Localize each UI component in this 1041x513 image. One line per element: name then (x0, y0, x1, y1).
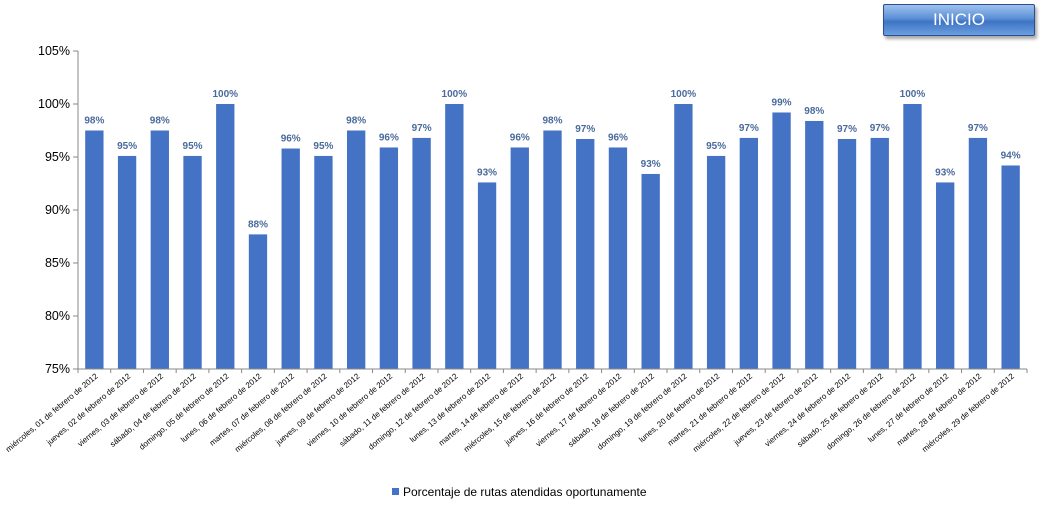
bar (837, 138, 857, 369)
x-axis: miércoles, 01 de febrero de 2012jueves, … (4, 368, 1028, 454)
bar (772, 112, 791, 369)
bar (85, 130, 104, 369)
bar (1001, 165, 1020, 369)
data-label: 98% (346, 116, 366, 127)
data-label: 97% (968, 123, 988, 134)
data-label: 100% (671, 89, 697, 100)
bar (183, 155, 202, 369)
y-axis: 75% 80% 85% 90% 95% 100% 105% (38, 44, 79, 376)
bar (412, 137, 431, 369)
data-label: 100% (900, 89, 926, 100)
y-tick-label: 75% (45, 362, 70, 376)
data-label: 96% (379, 132, 399, 143)
legend-swatch (392, 488, 399, 495)
bar (117, 155, 137, 369)
data-label: 93% (477, 167, 497, 178)
data-labels-group: 98% 95% 98% 95% 100% 88% 96% 95% 98% 96% 97% 100% 93… (84, 89, 1020, 230)
data-label: 98% (804, 106, 824, 117)
bar (248, 234, 268, 369)
data-label: 96% (281, 134, 301, 145)
bar (870, 137, 889, 369)
y-tick-label: 95% (45, 150, 70, 164)
data-label: 97% (575, 124, 595, 135)
bar (903, 104, 922, 369)
bar (150, 130, 169, 369)
data-label: 96% (510, 132, 530, 143)
data-label: 94% (1001, 150, 1021, 161)
bar (510, 147, 529, 369)
y-tick-label: 85% (45, 256, 70, 270)
data-label: 95% (313, 141, 333, 152)
bar (445, 104, 464, 369)
data-label: 95% (117, 141, 137, 152)
bar (968, 137, 988, 369)
data-label: 100% (442, 89, 468, 100)
bar (543, 130, 562, 369)
data-label: 95% (183, 141, 203, 152)
bar (674, 104, 693, 369)
data-label: 93% (935, 167, 955, 178)
bar (216, 104, 235, 369)
inicio-button[interactable]: INICIO (883, 4, 1035, 36)
bar (608, 147, 628, 369)
y-tick-label: 105% (38, 44, 70, 58)
bars-group (85, 104, 1020, 370)
bar (314, 155, 333, 369)
data-label: 100% (212, 89, 238, 100)
data-label: 95% (706, 141, 726, 152)
legend: Porcentaje de rutas atendidas oportuname… (392, 485, 647, 499)
y-tick-label: 80% (45, 309, 70, 323)
data-label: 97% (412, 123, 432, 134)
data-label: 97% (739, 123, 759, 134)
bar (706, 155, 726, 369)
bar (936, 182, 955, 369)
data-label: 97% (837, 124, 857, 135)
data-label: 98% (150, 116, 170, 127)
bar (576, 138, 595, 369)
data-label: 97% (870, 123, 890, 134)
data-label: 88% (248, 219, 268, 230)
y-tick-label: 100% (38, 97, 70, 111)
y-tick-label: 90% (45, 203, 70, 217)
data-label: 98% (542, 116, 562, 127)
bar (477, 182, 497, 369)
bar (805, 120, 824, 370)
bar (281, 148, 300, 369)
data-label: 96% (608, 132, 628, 143)
data-label: 93% (641, 159, 661, 170)
bar (739, 137, 759, 369)
legend-label: Porcentaje de rutas atendidas oportuname… (403, 485, 647, 499)
bar (641, 173, 660, 369)
bar (379, 147, 399, 369)
data-label: 98% (84, 116, 104, 127)
data-label: 99% (772, 97, 792, 108)
bar (346, 130, 366, 369)
